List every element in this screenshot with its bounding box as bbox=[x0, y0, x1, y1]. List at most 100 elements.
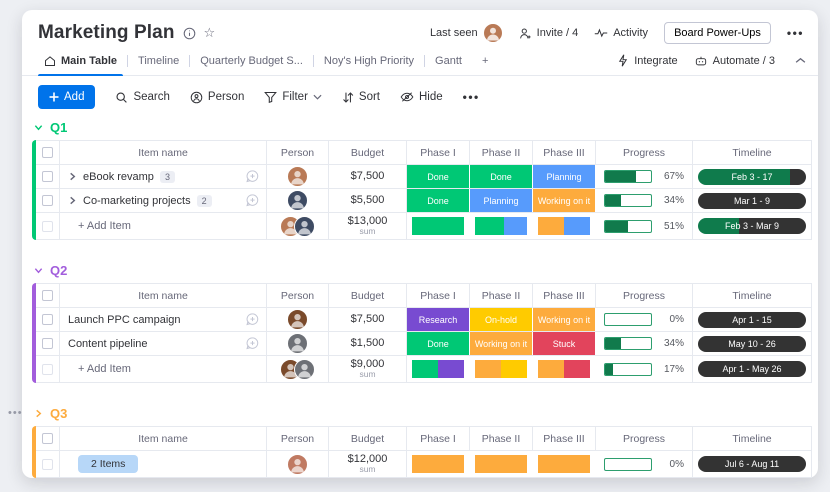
column-header-phase-iii[interactable]: Phase III bbox=[533, 427, 596, 450]
add-item-button[interactable]: + Add Item bbox=[78, 363, 131, 375]
timeline-pill[interactable]: Feb 3 - Mar 9 bbox=[698, 218, 806, 234]
toolbar-more-icon[interactable]: ••• bbox=[462, 90, 480, 104]
collapse-header-icon[interactable] bbox=[795, 57, 806, 64]
item-name-cell[interactable]: eBook revamp 3 bbox=[60, 165, 267, 188]
status-distribution-bar[interactable] bbox=[407, 213, 469, 239]
status-distribution-bar[interactable] bbox=[533, 213, 595, 239]
person-avatar[interactable] bbox=[280, 215, 301, 237]
collapsed-items-cell[interactable]: 2 Items bbox=[60, 451, 267, 477]
status-chip[interactable]: On-hold bbox=[470, 308, 532, 331]
status-distribution-bar[interactable] bbox=[470, 356, 532, 382]
timeline-pill[interactable]: Feb 3 - 17 bbox=[698, 168, 806, 185]
chevron-right-icon[interactable] bbox=[34, 409, 43, 418]
person-cell[interactable] bbox=[267, 189, 329, 212]
budget-cell[interactable]: $7,500 bbox=[329, 165, 407, 188]
status-chip[interactable]: Planning bbox=[470, 189, 532, 212]
tab-main-table[interactable]: Main Table bbox=[34, 46, 127, 76]
info-icon[interactable] bbox=[183, 27, 196, 40]
row-checkbox[interactable] bbox=[42, 220, 53, 232]
budget-cell[interactable]: $9,000 sum bbox=[329, 356, 407, 382]
last-seen[interactable]: Last seen bbox=[430, 23, 503, 43]
column-header-budget[interactable]: Budget bbox=[329, 427, 407, 450]
item-name-cell[interactable]: Launch PPC campaign bbox=[60, 308, 267, 331]
status-chip[interactable]: Done bbox=[470, 165, 532, 188]
person-cell[interactable] bbox=[267, 332, 329, 355]
column-header-item-name[interactable]: Item name bbox=[60, 427, 267, 450]
row-checkbox[interactable] bbox=[42, 171, 53, 182]
row-checkbox[interactable] bbox=[42, 338, 53, 349]
timeline-pill[interactable]: Jul 6 - Aug 11 bbox=[698, 456, 806, 472]
sort-button[interactable]: Sort bbox=[342, 91, 380, 104]
column-header-phase-iii[interactable]: Phase III bbox=[533, 284, 596, 307]
row-checkbox[interactable] bbox=[42, 458, 53, 470]
person-cell[interactable] bbox=[267, 451, 329, 477]
person-avatar[interactable] bbox=[294, 215, 315, 237]
column-header-budget[interactable]: Budget bbox=[329, 141, 407, 164]
budget-cell[interactable]: $12,000 sum bbox=[329, 451, 407, 477]
items-count-pill[interactable]: 2 Items bbox=[78, 455, 139, 473]
status-distribution-bar[interactable] bbox=[533, 356, 595, 382]
column-header-budget[interactable]: Budget bbox=[329, 284, 407, 307]
group-title-q1[interactable]: Q1 bbox=[34, 120, 812, 135]
column-header-person[interactable]: Person bbox=[267, 284, 329, 307]
tab-gantt[interactable]: Gantt bbox=[435, 54, 462, 67]
person-avatar[interactable] bbox=[287, 190, 308, 211]
column-header-person[interactable]: Person bbox=[267, 427, 329, 450]
status-chip[interactable]: Stuck bbox=[533, 332, 595, 355]
timeline-pill[interactable]: Apr 1 - 15 bbox=[698, 311, 806, 328]
column-header-phase-ii[interactable]: Phase II bbox=[470, 141, 533, 164]
add-update-icon[interactable] bbox=[245, 312, 260, 327]
budget-cell[interactable]: $5,500 bbox=[329, 189, 407, 212]
column-header-timeline[interactable]: Timeline bbox=[693, 427, 812, 450]
star-icon[interactable]: ☆ bbox=[203, 25, 216, 40]
person-filter-button[interactable]: Person bbox=[190, 91, 244, 104]
board-more-icon[interactable]: ••• bbox=[786, 26, 804, 40]
add-view-tab[interactable]: + bbox=[481, 54, 489, 67]
column-header-person[interactable]: Person bbox=[267, 141, 329, 164]
status-chip[interactable]: Working on it bbox=[470, 332, 532, 355]
add-button[interactable]: Add bbox=[38, 85, 96, 109]
group-title-q2[interactable]: Q2 bbox=[34, 263, 812, 278]
invite-button[interactable]: Invite / 4 bbox=[519, 27, 578, 40]
tab-noys-high-priority[interactable]: Noy's High Priority bbox=[323, 54, 415, 67]
status-chip[interactable]: Planning bbox=[533, 165, 595, 188]
person-avatar[interactable] bbox=[287, 333, 308, 354]
add-item-cell[interactable]: + Add Item bbox=[60, 213, 267, 239]
item-name[interactable]: eBook revamp bbox=[83, 170, 154, 183]
item-name-cell[interactable]: Co-marketing projects 2 bbox=[60, 189, 267, 212]
add-update-icon[interactable] bbox=[245, 193, 260, 208]
timeline-pill[interactable]: Mar 1 - 9 bbox=[698, 192, 806, 209]
timeline-pill[interactable]: Apr 1 - May 26 bbox=[698, 361, 806, 377]
expand-subitems-icon[interactable] bbox=[68, 172, 77, 181]
person-avatar[interactable] bbox=[287, 166, 308, 187]
person-cell[interactable] bbox=[267, 213, 329, 239]
budget-cell[interactable]: $13,000 sum bbox=[329, 213, 407, 239]
expand-subitems-icon[interactable] bbox=[68, 196, 77, 205]
item-name[interactable]: Co-marketing projects bbox=[83, 194, 191, 207]
chevron-down-icon[interactable] bbox=[34, 266, 43, 275]
column-header-phase-i[interactable]: Phase I bbox=[407, 141, 470, 164]
timeline-pill[interactable]: May 10 - 26 bbox=[698, 335, 806, 352]
filter-button[interactable]: Filter bbox=[264, 91, 322, 103]
activity-button[interactable]: Activity bbox=[594, 27, 648, 39]
column-header-item-name[interactable]: Item name bbox=[60, 141, 267, 164]
column-header-phase-ii[interactable]: Phase II bbox=[470, 284, 533, 307]
column-header-item-name[interactable]: Item name bbox=[60, 284, 267, 307]
status-distribution-bar[interactable] bbox=[407, 356, 469, 382]
status-chip[interactable]: Working on it bbox=[533, 308, 595, 331]
row-checkbox[interactable] bbox=[42, 433, 53, 444]
item-name-cell[interactable]: Content pipeline bbox=[60, 332, 267, 355]
row-checkbox[interactable] bbox=[42, 195, 53, 206]
board-power-ups-button[interactable]: Board Power-Ups bbox=[664, 22, 771, 44]
column-header-progress[interactable]: Progress bbox=[596, 427, 693, 450]
status-chip[interactable]: Done bbox=[407, 332, 469, 355]
tab-quarterly-budget[interactable]: Quarterly Budget S... bbox=[200, 54, 303, 67]
column-header-phase-iii[interactable]: Phase III bbox=[533, 141, 596, 164]
person-avatar[interactable] bbox=[294, 358, 315, 380]
person-cell[interactable] bbox=[267, 356, 329, 382]
status-distribution-bar[interactable] bbox=[407, 451, 469, 477]
add-item-cell[interactable]: + Add Item bbox=[60, 356, 267, 382]
group-drag-handle-icon[interactable]: ••• bbox=[8, 407, 23, 419]
status-distribution-bar[interactable] bbox=[533, 451, 595, 477]
column-header-phase-i[interactable]: Phase I bbox=[407, 427, 470, 450]
